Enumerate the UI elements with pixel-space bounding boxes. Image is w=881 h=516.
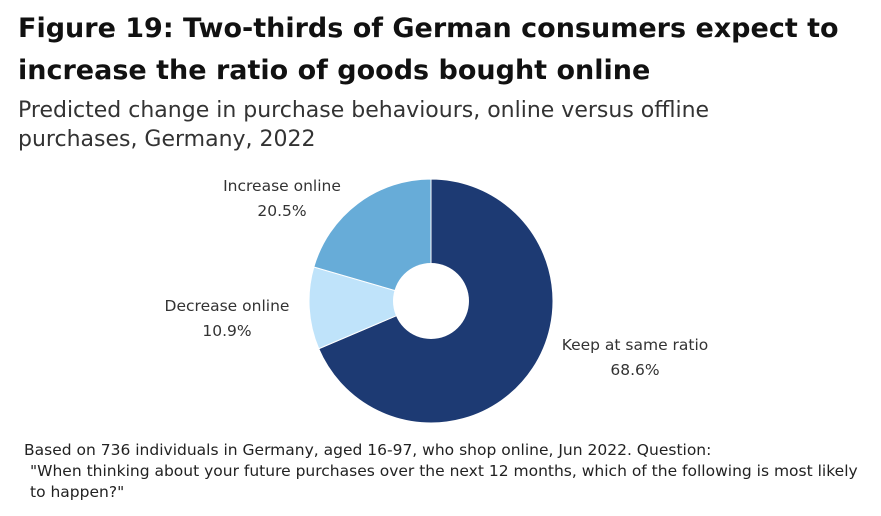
- slice-label: Keep at same ratio: [562, 336, 709, 354]
- source-note-question: "When thinking about your future purchas…: [30, 462, 858, 501]
- source-note: Based on 736 individuals in Germany, age…: [24, 440, 864, 503]
- donut-hole: [393, 263, 469, 339]
- slice-decrease-online: [308, 266, 433, 350]
- slice-increase-online: [313, 178, 432, 302]
- source-note-line1: Based on 736 individuals in Germany, age…: [24, 441, 712, 459]
- slice-label: Decrease online: [165, 297, 290, 315]
- slice-label: Increase online: [223, 177, 341, 195]
- figure-title: Figure 19: Two-thirds of German consumer…: [18, 13, 839, 86]
- slice-value-label: 68.6%: [610, 361, 659, 379]
- slice-value-label: 20.5%: [257, 202, 306, 220]
- slice-value-label: 10.9%: [202, 322, 251, 340]
- chart-subtitle: Predicted change in purchase behaviours,…: [18, 98, 710, 152]
